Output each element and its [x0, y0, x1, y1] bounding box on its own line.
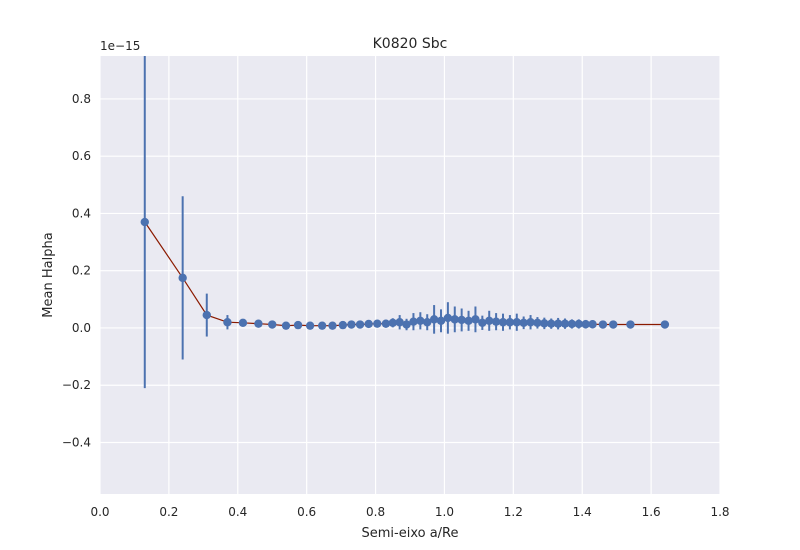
data-point	[305, 321, 315, 330]
data-point	[395, 318, 404, 327]
y-tick-label: −0.4	[62, 435, 91, 449]
data-point	[553, 319, 563, 328]
y-tick-label: −0.2	[62, 378, 91, 392]
data-point	[498, 318, 508, 327]
data-points	[140, 217, 670, 330]
data-point	[381, 319, 391, 328]
data-point	[268, 320, 277, 329]
data-point	[574, 319, 583, 329]
y-tick-label: 0.0	[72, 321, 91, 335]
y-axis-label: Mean Halpha	[41, 232, 56, 317]
data-point	[436, 316, 446, 326]
x-tick-label: 1.2	[504, 505, 523, 519]
data-point	[660, 320, 670, 329]
data-point	[533, 318, 542, 328]
x-axis-label: Semi-eixo a/Re	[362, 526, 459, 541]
y-tick-label: 0.6	[72, 149, 91, 163]
data-point	[626, 320, 635, 329]
data-point	[338, 320, 348, 330]
data-point	[512, 318, 521, 327]
chart-title: K0820 Sbc	[373, 36, 448, 52]
data-point	[567, 319, 577, 329]
data-point	[423, 318, 432, 327]
x-tick-labels: 0.0 0.2 0.4 0.6 0.8 1.0 1.2 1.4 1.6 1.8	[90, 505, 729, 519]
x-tick-label: 0.6	[297, 505, 316, 519]
data-point	[347, 320, 356, 329]
data-point	[464, 316, 473, 326]
data-point	[364, 319, 373, 329]
x-tick-label: 1.4	[573, 505, 592, 519]
data-point	[478, 318, 487, 328]
data-point	[526, 318, 535, 327]
data-point	[402, 320, 411, 329]
data-point	[581, 320, 590, 329]
data-point	[140, 217, 149, 227]
y-tick-label: 0.2	[72, 264, 91, 278]
data-point	[317, 321, 327, 330]
data-point	[485, 316, 494, 326]
data-point	[202, 310, 211, 320]
data-point	[547, 319, 556, 328]
x-tick-label: 0.8	[366, 505, 385, 519]
data-point	[598, 320, 608, 329]
data-point	[505, 318, 515, 327]
data-point	[471, 315, 480, 324]
x-tick-label: 0.4	[228, 505, 247, 519]
data-point	[443, 313, 453, 323]
x-tick-label: 0.2	[159, 505, 178, 519]
grid	[99, 56, 721, 494]
x-tick-label: 1.6	[642, 505, 661, 519]
y-tick-labels: −0.4 −0.2 0.0 0.2 0.4 0.6 0.8	[62, 92, 91, 450]
data-point	[293, 320, 303, 330]
y-tick-label: 0.8	[72, 92, 91, 106]
data-point	[491, 317, 501, 326]
data-point	[254, 319, 263, 328]
data-point	[609, 320, 618, 329]
data-point	[409, 317, 418, 326]
data-point	[328, 321, 337, 330]
data-point	[281, 321, 291, 330]
data-point	[238, 318, 248, 328]
data-point	[373, 319, 382, 328]
x-tick-label: 0.0	[90, 505, 109, 519]
data-point	[429, 315, 439, 324]
data-point	[416, 316, 425, 326]
data-point	[223, 318, 232, 327]
y-offset-label: 1e−15	[100, 39, 140, 53]
data-point	[540, 319, 549, 328]
data-point	[519, 318, 528, 328]
data-point	[560, 319, 570, 328]
data-point	[355, 320, 365, 329]
data-point	[588, 320, 597, 329]
data-point	[457, 315, 466, 325]
data-point	[178, 273, 187, 283]
x-tick-label: 1.0	[435, 505, 454, 519]
y-tick-label: 0.4	[72, 206, 91, 220]
data-point	[450, 315, 459, 324]
x-tick-label: 1.8	[710, 505, 729, 519]
plot-background	[100, 56, 720, 494]
data-point	[388, 318, 397, 328]
